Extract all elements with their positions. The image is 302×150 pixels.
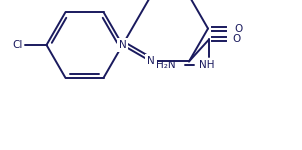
Text: O: O — [234, 24, 242, 34]
Text: O: O — [232, 34, 240, 44]
Text: Cl: Cl — [12, 40, 23, 50]
Text: H₂N: H₂N — [156, 60, 176, 70]
Text: N: N — [147, 56, 155, 66]
Text: NH: NH — [199, 60, 215, 70]
Text: N: N — [119, 40, 126, 50]
